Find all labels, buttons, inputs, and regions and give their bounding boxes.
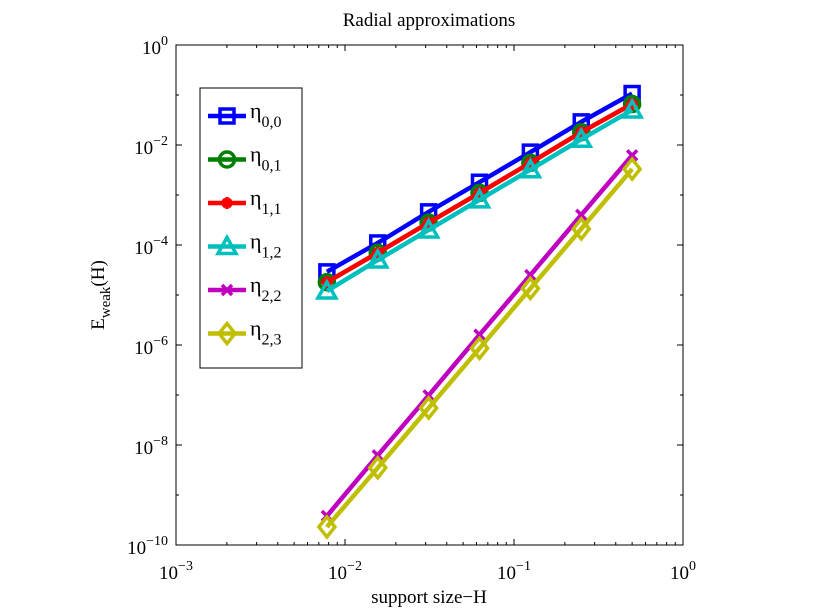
data-point bbox=[569, 126, 594, 149]
legend-marker bbox=[215, 233, 239, 256]
data-point bbox=[524, 268, 537, 282]
x-axis-label: support size−H bbox=[371, 587, 487, 608]
legend-item: η2,2 bbox=[208, 272, 282, 305]
legend-label: η1,2 bbox=[250, 229, 282, 262]
data-point bbox=[367, 454, 388, 481]
legend-marker bbox=[220, 283, 234, 297]
legend-item: η0,1 bbox=[208, 142, 282, 175]
series-line bbox=[325, 108, 634, 293]
legend-item: η1,1 bbox=[208, 185, 282, 218]
legend-marker bbox=[217, 150, 237, 169]
data-point bbox=[571, 216, 592, 242]
legend-item: η2,3 bbox=[208, 316, 282, 349]
data-point bbox=[625, 149, 639, 162]
legend-marker bbox=[216, 320, 238, 347]
x-axis: 10−3 10−2 10−1 100 bbox=[159, 45, 696, 584]
y-tick-label: 10−8 bbox=[134, 434, 168, 459]
legend-marker bbox=[218, 107, 236, 125]
series-line bbox=[325, 167, 634, 529]
y-axis-label-tail: (H) bbox=[88, 260, 109, 286]
legend-item: η0,0 bbox=[208, 98, 282, 131]
legend-label: η0,1 bbox=[250, 142, 282, 175]
legend-label: η0,0 bbox=[250, 98, 282, 131]
series-2-3 bbox=[316, 156, 643, 540]
data-point bbox=[365, 247, 390, 269]
y-tick-label: 10−10 bbox=[127, 534, 168, 559]
y-tick-label: 10−6 bbox=[134, 334, 168, 359]
data-point bbox=[621, 156, 643, 182]
data-point bbox=[467, 187, 492, 209]
series-layer bbox=[314, 84, 645, 540]
data-point bbox=[620, 97, 645, 119]
x-tick-label: 100 bbox=[670, 559, 696, 584]
data-point bbox=[520, 275, 541, 302]
series-line bbox=[325, 91, 634, 274]
series-0-0 bbox=[318, 84, 641, 281]
x-tick-label: 10−3 bbox=[159, 559, 193, 584]
data-point bbox=[314, 278, 339, 300]
legend-label: η2,3 bbox=[250, 316, 282, 349]
x-tick-label: 10−2 bbox=[328, 559, 362, 584]
y-axis-label: Eweak(H) bbox=[88, 260, 114, 330]
series-1-2 bbox=[314, 97, 645, 300]
legend-item: η1,2 bbox=[208, 229, 282, 262]
y-axis: 10−10 10−8 10−6 10−4 10−2 100 bbox=[127, 34, 683, 559]
data-point bbox=[416, 217, 441, 239]
data-point bbox=[316, 514, 338, 540]
y-tick-label: 100 bbox=[142, 34, 168, 59]
data-point bbox=[469, 335, 490, 362]
y-tick-label: 10−2 bbox=[134, 134, 168, 159]
y-axis-label-base: E bbox=[88, 318, 109, 330]
y-axis-label-sub: weak bbox=[98, 286, 114, 318]
data-point bbox=[473, 328, 486, 342]
legend-label: η2,2 bbox=[250, 272, 282, 305]
legend-marker bbox=[221, 197, 233, 209]
chart-title: Radial approximations bbox=[343, 10, 516, 31]
data-point bbox=[518, 157, 543, 179]
legend-box bbox=[199, 87, 303, 369]
data-point bbox=[418, 395, 439, 421]
data-point bbox=[575, 208, 588, 222]
legend: η0,0 η0,1 η1,1 η1,2 η2,2 η2,3 bbox=[199, 87, 303, 369]
x-tick-label: 10−1 bbox=[497, 559, 531, 584]
legend-label: η1,1 bbox=[250, 185, 282, 218]
y-tick-label: 10−4 bbox=[134, 234, 168, 259]
